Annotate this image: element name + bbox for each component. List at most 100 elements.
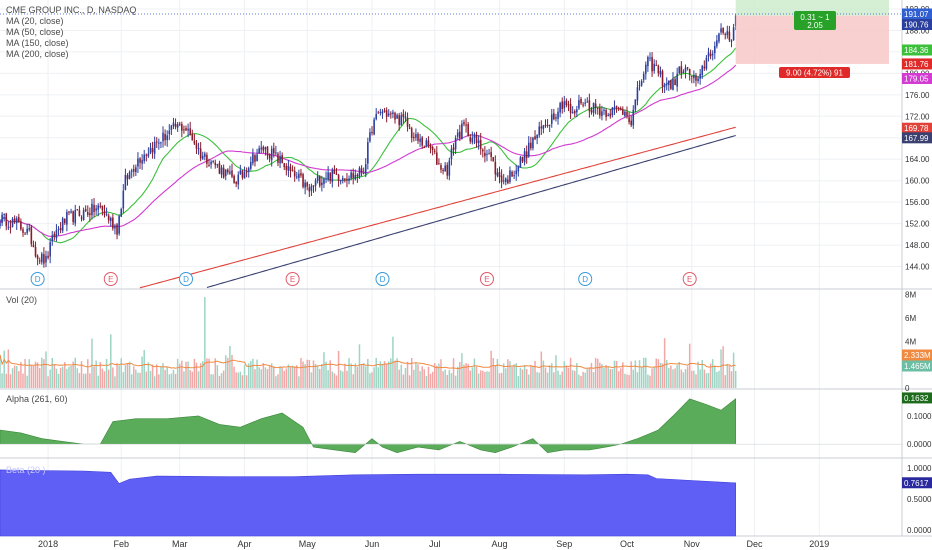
volume-bar	[659, 363, 662, 388]
volume-bar	[703, 369, 706, 388]
volume-bar	[36, 362, 39, 388]
time-tick-label: 2018	[38, 539, 58, 549]
event-marker[interactable]: D	[578, 272, 593, 286]
candle	[653, 59, 655, 74]
candle	[7, 221, 10, 231]
volume-bar	[390, 358, 392, 388]
volume-bar	[469, 370, 471, 388]
candle	[204, 151, 206, 161]
beta-tick-label: 1.0000	[907, 464, 932, 473]
candle	[419, 133, 421, 147]
event-marker[interactable]: E	[285, 272, 300, 286]
ma200-label: MA (200, close)	[6, 49, 69, 59]
price-tag: 190.76	[902, 19, 932, 30]
candle	[523, 147, 526, 166]
candle	[421, 136, 423, 149]
event-marker[interactable]: D	[179, 272, 194, 286]
svg-text:2.333M: 2.333M	[904, 351, 931, 360]
event-marker[interactable]: E	[479, 272, 494, 286]
candle	[440, 163, 442, 173]
volume-bar	[642, 357, 645, 388]
candle	[596, 107, 599, 115]
position-tool[interactable]: 0.31 ~ 12.05 9.00 (4.72%) 91	[0, 0, 902, 78]
candle	[76, 209, 79, 211]
price-axis[interactable]: 192.00188.00184.00180.00176.00172.00168.…	[902, 5, 932, 535]
volume-bar	[277, 374, 279, 388]
volume-bar	[45, 351, 47, 388]
event-marker[interactable]: E	[682, 272, 697, 286]
volume-bar	[498, 373, 501, 388]
candle	[613, 100, 616, 115]
candle	[425, 138, 428, 148]
volume-bar	[678, 361, 680, 388]
candle	[176, 121, 179, 132]
volume-bar	[421, 366, 423, 388]
volume-bar	[448, 369, 451, 388]
volume-bar	[287, 364, 290, 388]
volume-bar	[141, 356, 143, 388]
candle	[592, 102, 595, 117]
time-tick-label: Apr	[238, 539, 252, 549]
candle	[49, 238, 51, 264]
volume-bar	[519, 367, 522, 388]
candle	[534, 130, 536, 141]
candle	[544, 119, 547, 128]
volume-bar	[511, 366, 513, 388]
volume-bar	[164, 369, 166, 388]
alpha-tag: 0.1632	[902, 392, 932, 404]
volume-bar	[304, 364, 306, 388]
event-marker[interactable]: D	[375, 272, 390, 286]
volume-bar	[135, 369, 137, 388]
candle	[452, 143, 455, 156]
volume-bar	[110, 334, 112, 388]
volume-bar	[145, 371, 148, 388]
event-marker[interactable]: D	[30, 272, 45, 286]
price-tick-label: 188.00	[905, 26, 930, 35]
volume-bar	[452, 358, 455, 388]
volume-bar	[515, 363, 517, 388]
event-marker[interactable]: E	[103, 272, 118, 286]
volume-bar	[296, 365, 298, 388]
svg-text:9.00 (4.72%) 91: 9.00 (4.72%) 91	[786, 69, 843, 78]
svg-text:0.7617: 0.7617	[904, 479, 929, 488]
time-axis[interactable]: 2018 Feb Mar Apr May Jun Jul Aug Sep Oct Nov Dec 201…	[38, 539, 829, 549]
candle	[47, 251, 49, 260]
beta-tick-label: 0.0000	[907, 526, 932, 535]
candle	[642, 71, 645, 83]
volume-bar	[701, 360, 703, 388]
volume-bar	[596, 358, 599, 388]
volume-bar	[18, 371, 20, 388]
candle	[651, 52, 653, 77]
candle	[509, 166, 511, 184]
svg-text:0.1632: 0.1632	[904, 394, 929, 403]
candle	[128, 170, 131, 180]
volume-bar	[66, 368, 68, 388]
volume-bar	[281, 367, 283, 388]
candle	[337, 173, 340, 187]
volume-bar	[38, 367, 41, 388]
candle	[615, 105, 618, 113]
volume-bar	[160, 366, 162, 388]
candle	[166, 130, 168, 147]
price-tag: 167.99	[902, 132, 932, 144]
volume-bar	[191, 371, 194, 388]
volume-bar	[540, 351, 543, 388]
candle	[371, 126, 373, 136]
candle	[707, 47, 710, 62]
candle	[413, 132, 415, 142]
candle	[477, 135, 480, 150]
volume-bar	[402, 374, 405, 388]
volume-bar	[181, 360, 183, 388]
volume-bar	[697, 361, 699, 388]
volume-bar	[371, 372, 373, 388]
volume-bar	[28, 359, 31, 388]
volume-bar	[314, 363, 317, 388]
candle	[122, 184, 125, 214]
candle	[697, 75, 699, 84]
candle	[408, 123, 411, 130]
volume-bar	[310, 372, 313, 388]
volume-bar	[398, 369, 400, 388]
volume-bar	[383, 361, 386, 388]
candle	[233, 174, 235, 184]
candle	[450, 144, 453, 166]
